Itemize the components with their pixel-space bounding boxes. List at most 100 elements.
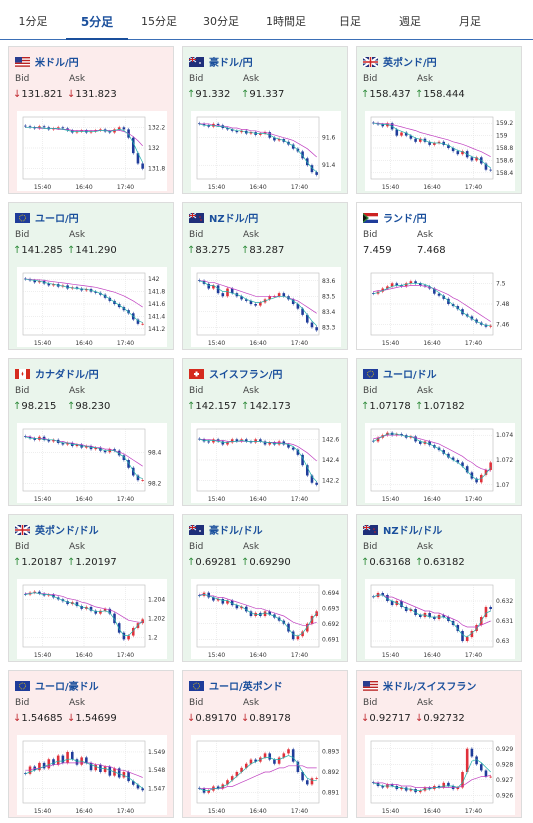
bid-value-group: ↑158.437 — [361, 89, 411, 100]
currency-card[interactable]: ランド/円 Bid Ask 7.459 7.468 7.46 7.48 7.5 15:40 16:… — [356, 202, 522, 350]
candle-body — [456, 460, 460, 463]
candle-body — [108, 766, 112, 776]
tab-weekly[interactable]: 週足 — [399, 15, 421, 28]
currency-card[interactable]: 英ポンド/円 Bid Ask ↑158.437 ↑158.444 158.4 158.6 15… — [356, 46, 522, 194]
candle-body — [418, 441, 422, 444]
price-chart[interactable]: 131.8 132 132.2 15:40 16:40 17:40 — [17, 111, 167, 191]
tab-30min[interactable]: 30分足 — [203, 15, 239, 28]
price-chart[interactable]: 1.2 1.202 1.204 15:40 16:40 17:40 — [17, 579, 167, 659]
currency-card[interactable]: ユーロ/英ポンド Bid Ask ↓0.89170 ↓0.89178 0.891 0.892… — [182, 670, 348, 818]
candle-body — [465, 748, 469, 772]
currency-card[interactable]: 豪ドル/ドル Bid Ask ↑0.69281 ↑0.69290 0.691 0.692 0.… — [182, 514, 348, 662]
pair-title[interactable]: ユーロ/円 — [15, 210, 79, 225]
candle-body — [301, 631, 304, 637]
price-chart[interactable]: 91.4 91.6 15:40 16:40 17:40 — [191, 111, 341, 191]
ask-value-group: ↑1.20197 — [67, 557, 117, 568]
candle-body — [230, 288, 234, 294]
candle-body — [404, 283, 408, 287]
tab-15min[interactable]: 15分足 — [141, 15, 177, 28]
pair-title[interactable]: 豪ドル/円 — [189, 54, 253, 69]
candlestick-chart: 83.3 83.4 83.5 83.6 15:40 16:40 17:40 — [196, 272, 336, 347]
candle-body — [117, 450, 121, 456]
y-tick-label: 0.693 — [322, 605, 339, 612]
price-chart[interactable]: 0.63 0.631 0.632 15:40 16:40 17:40 — [365, 579, 515, 659]
candle-body — [310, 616, 314, 624]
pair-title[interactable]: 米ドル/スイスフラン — [363, 678, 476, 693]
currency-card[interactable]: NZドル/円 Bid Ask ↑83.275 ↑83.287 83.3 83.4 83.5 83… — [182, 202, 348, 350]
candle-body — [141, 163, 144, 169]
candle-body — [85, 446, 88, 448]
candle-body — [484, 469, 488, 475]
x-tick-label: 16:40 — [249, 652, 266, 659]
candle-body — [240, 296, 243, 300]
pair-name: 英ポンド/ドル — [35, 526, 99, 537]
pair-title[interactable]: NZドル/円 — [189, 210, 258, 225]
candle-body — [268, 296, 272, 300]
price-chart[interactable]: 1.07 1.072 1.074 15:40 16:40 17:40 — [365, 423, 515, 503]
pair-title[interactable]: 豪ドル/ドル — [189, 522, 263, 537]
y-tick-label: 91.6 — [322, 135, 336, 142]
price-chart[interactable]: 98.2 98.4 15:40 16:40 17:40 — [17, 423, 167, 503]
pair-title[interactable]: ユーロ/英ポンド — [189, 678, 283, 693]
candle-body — [127, 772, 130, 782]
price-chart[interactable]: 0.691 0.692 0.693 0.694 15:40 16:40 17:40 — [191, 579, 341, 659]
pair-title[interactable]: ユーロ/ドル — [363, 366, 437, 381]
pair-title[interactable]: 米ドル/円 — [15, 54, 79, 69]
candle-body — [418, 138, 422, 142]
candle-body — [249, 132, 253, 134]
currency-card[interactable]: 米ドル/円 Bid Ask ↓131.821 ↓131.823 131.8 132 132.2… — [8, 46, 174, 194]
candle-body — [273, 137, 276, 141]
currency-card[interactable]: 英ポンド/ドル Bid Ask ↑1.20187 ↑1.20197 1.2 1.202 1.2… — [8, 514, 174, 662]
price-chart[interactable]: 83.3 83.4 83.5 83.6 15:40 16:40 17:40 — [191, 267, 341, 347]
pair-title[interactable]: 英ポンド/ドル — [15, 522, 99, 537]
currency-card[interactable]: 米ドル/スイスフラン Bid Ask ↓0.92717 ↓0.92732 0.926 0.9… — [356, 670, 522, 818]
arrow-down-icon: ↓ — [415, 713, 424, 724]
candle-body — [442, 450, 446, 454]
ma-short-line — [199, 593, 317, 637]
tab-1hour[interactable]: 1時間足 — [266, 15, 306, 28]
candle-body — [240, 767, 243, 772]
currency-card[interactable]: カナダドル/円 Bid Ask ↑98.215 ↑98.230 98.2 98.4 15:40… — [8, 358, 174, 506]
currency-card[interactable]: スイスフラン/円 Bid Ask ↑142.157 ↑142.173 142.2 142.4… — [182, 358, 348, 506]
pair-title[interactable]: ユーロ/豪ドル — [15, 678, 99, 693]
currency-card[interactable]: NZドル/ドル Bid Ask ↑0.63168 ↑0.63182 0.63 0.631 0.… — [356, 514, 522, 662]
price-chart[interactable]: 0.891 0.892 0.893 15:40 16:40 17:40 — [191, 735, 341, 815]
arrow-up-icon: ↑ — [187, 89, 196, 100]
ask-label: Ask — [69, 230, 86, 240]
candle-body — [117, 127, 121, 130]
price-chart[interactable]: 158.4 158.6 158.8 159 159.2 15:40 16:40 17:40 — [365, 111, 515, 191]
pair-title[interactable]: 英ポンド/円 — [363, 54, 437, 69]
candle-body — [61, 127, 65, 129]
candle-body — [305, 158, 309, 166]
pair-title[interactable]: カナダドル/円 — [15, 366, 99, 381]
y-tick-label: 1.072 — [496, 457, 513, 464]
candle-body — [244, 299, 248, 301]
pair-title[interactable]: スイスフラン/円 — [189, 366, 282, 381]
candle-body — [310, 165, 314, 173]
bid-label: Bid — [363, 698, 378, 708]
price-chart[interactable]: 141.2 141.4 141.6 141.8 142 15:40 16:40 17:40 — [17, 267, 167, 347]
tab-monthly[interactable]: 月足 — [459, 15, 481, 28]
tab-5min[interactable]: 5分足 — [66, 0, 128, 40]
candle-body — [461, 151, 464, 155]
tab-daily[interactable]: 日足 — [339, 15, 361, 28]
pair-title[interactable]: NZドル/ドル — [363, 522, 442, 537]
currency-card[interactable]: ユーロ/円 Bid Ask ↑141.285 ↑141.290 141.2 141.4 141… — [8, 202, 174, 350]
price-chart[interactable]: 1.547 1.548 1.549 15:40 16:40 17:40 — [17, 735, 167, 815]
candle-body — [221, 441, 225, 445]
candle-body — [428, 787, 431, 790]
arrow-up-icon: ↑ — [13, 557, 22, 568]
bid-value-group: ↑91.332 — [187, 89, 230, 100]
currency-card[interactable]: ユーロ/ドル Bid Ask ↑1.07178 ↑1.07182 1.07 1.072 1.0… — [356, 358, 522, 506]
price-chart[interactable]: 0.926 0.927 0.928 0.929 15:40 16:40 17:40 — [365, 735, 515, 815]
pair-title[interactable]: ランド/円 — [363, 210, 427, 225]
candle-body — [240, 606, 243, 609]
ask-value-group: ↑1.07182 — [415, 401, 465, 412]
tab-1min[interactable]: 1分足 — [18, 15, 48, 28]
currency-card[interactable]: 豪ドル/円 Bid Ask ↑91.332 ↑91.337 91.4 91.6 15:40 16… — [182, 46, 348, 194]
price-chart[interactable]: 142.2 142.4 142.6 15:40 16:40 17:40 — [191, 423, 341, 503]
price-chart[interactable]: 7.46 7.48 7.5 15:40 16:40 17:40 — [365, 267, 515, 347]
candle-body — [99, 129, 102, 131]
currency-card[interactable]: ユーロ/豪ドル Bid Ask ↓1.54685 ↓1.54699 1.547 1.548 1… — [8, 670, 174, 818]
candle-body — [465, 466, 469, 473]
